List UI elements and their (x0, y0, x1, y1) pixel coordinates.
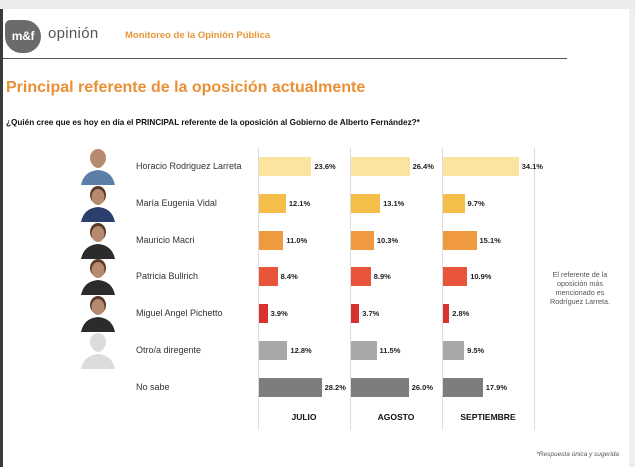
bar-value-label: 11.0% (286, 235, 308, 245)
bar-value-label: 9.5% (467, 346, 485, 355)
bar-julio-0 (259, 157, 312, 176)
bar-agosto-2 (351, 230, 374, 250)
candidate-name: No sabe (136, 381, 170, 392)
bar-value-label: 15.1% (479, 235, 501, 245)
bar-septiembre-4 (443, 304, 450, 324)
column-divider (350, 148, 351, 430)
bar-value-label: 13.1% (383, 198, 405, 208)
candidate-name: Patricia Bullrich (136, 271, 199, 282)
page-title: Principal referente de la oposición actu… (6, 79, 366, 96)
logo-text: m&f (11, 29, 35, 43)
bar-septiembre-6 (443, 377, 483, 397)
right-scrollbar[interactable] (629, 9, 635, 467)
bar-julio-6 (259, 377, 322, 397)
bar-value-label: 17.9% (485, 382, 508, 392)
candidate-name: Horacio Rodriguez Larreta (136, 161, 242, 171)
footnote: *Respuesta única y sugerida (536, 451, 619, 458)
mf-logo: m&f (5, 20, 41, 53)
bar-value-label: 12.1% (288, 198, 311, 208)
bar-agosto-0 (351, 157, 410, 176)
bar-agosto-5 (351, 341, 377, 360)
bar-value-label: 2.8% (452, 309, 470, 319)
bar-value-label: 9.7% (467, 198, 485, 208)
person-photo-icon (76, 221, 120, 259)
bar-value-label: 10.3% (376, 235, 399, 245)
column-divider (534, 148, 535, 430)
candidate-name: Mauricio Macri (136, 234, 195, 245)
header-divider (3, 58, 567, 59)
bar-septiembre-5 (443, 341, 465, 360)
candidate-name: Miguel Angel Pichetto (136, 308, 223, 319)
bar-value-label: 26.0% (411, 382, 433, 392)
bar-julio-5 (259, 341, 288, 360)
bar-value-label: 12.8% (290, 346, 312, 355)
brand-name: opinión (48, 25, 99, 42)
candidate-name: María Eugenia Vidal (136, 197, 217, 208)
bar-agosto-1 (351, 193, 381, 213)
bar-value-label: 11.5% (379, 346, 401, 355)
column-divider (442, 148, 443, 430)
person-photo-icon (76, 257, 120, 296)
bar-value-label: 23.6% (314, 162, 336, 171)
bar-septiembre-1 (443, 193, 465, 213)
month-label-julio: JULIO (291, 412, 317, 422)
person-placeholder-icon (76, 331, 120, 369)
bar-julio-4 (259, 304, 268, 324)
bar-septiembre-2 (443, 230, 477, 250)
bar-value-label: 8.4% (280, 272, 298, 282)
survey-question: ¿Quién cree que es hoy en día el PRINCIP… (6, 118, 420, 127)
bar-julio-1 (259, 193, 286, 213)
bar-value-label: 26.4% (412, 162, 434, 171)
bar-value-label: 34.1% (521, 162, 543, 171)
window-top-strip (0, 0, 635, 9)
bar-value-label: 3.9% (270, 309, 288, 319)
bar-julio-2 (259, 230, 284, 250)
bar-agosto-6 (351, 377, 409, 397)
bar-value-label: 8.9% (373, 272, 391, 282)
bar-septiembre-0 (443, 157, 519, 176)
left-edge (0, 9, 3, 467)
bar-agosto-3 (351, 267, 371, 287)
bar-value-label: 10.9% (470, 272, 492, 282)
candidate-name: Otro/a diregente (136, 345, 202, 355)
bar-agosto-4 (351, 304, 360, 324)
bar-julio-3 (259, 267, 278, 287)
person-photo-icon (76, 294, 120, 333)
bar-value-label: 3.7% (362, 309, 380, 319)
month-label-agosto: AGOSTO (377, 412, 415, 422)
column-divider (258, 148, 259, 430)
person-photo-icon (76, 184, 120, 222)
bar-septiembre-3 (443, 267, 468, 287)
bar-value-label: 28.2% (324, 382, 346, 392)
month-label-septiembre: SEPTIEMBRE (460, 412, 516, 422)
header-subtitle: Monitoreo de la Opinión Pública (125, 30, 271, 41)
person-photo-icon (76, 147, 120, 185)
summary-note: El referente de la oposición más mencion… (550, 270, 610, 306)
